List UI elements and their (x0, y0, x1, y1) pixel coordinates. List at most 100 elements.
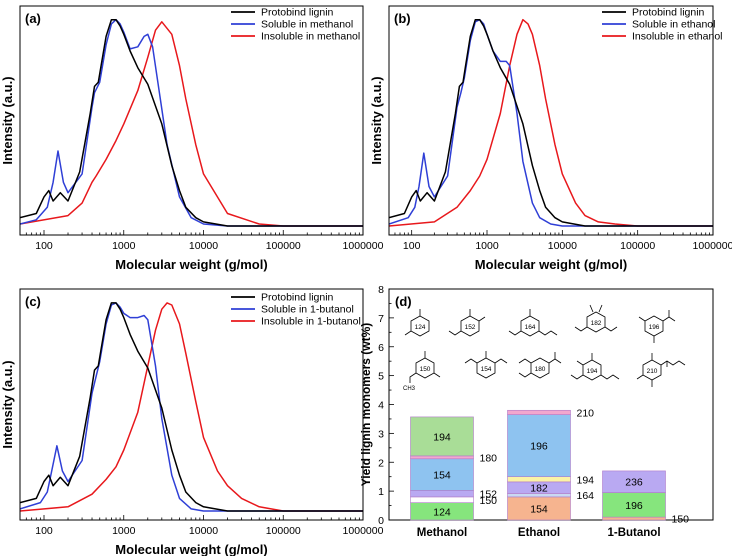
stack-segment-150 (410, 496, 474, 503)
legend-label: Insoluble in methanol (261, 31, 360, 43)
legend-label: Protobind lignin (632, 7, 705, 19)
series-line-insoluble-in-methanol (20, 21, 363, 227)
legend-label: Soluble in 1-butanol (261, 304, 354, 316)
x-tick-label: 1000000 (343, 240, 384, 252)
structure-180: 180 (518, 352, 562, 379)
y-axis-label: Intensity (a.u.) (0, 76, 15, 164)
series-line-insoluble-in-ethanol (389, 18, 713, 227)
series-line-protobind-lignin (389, 18, 713, 227)
gpc-panel-1: 100 1000 10000 100000 1000000 Molecular weigh… (0, 5, 384, 272)
structure-154: 154 (464, 351, 508, 379)
y-axis-label: Intensity (a.u.) (0, 360, 15, 448)
segment-label: 196 (530, 441, 548, 453)
gpc-panel-2: 100 1000 10000 100000 1000000 Molecular weigh… (369, 5, 732, 272)
stack-segment-196 (507, 414, 571, 477)
x-tick-label: 100 (35, 525, 53, 537)
structure-196: 196 (638, 310, 676, 343)
structure-182: 182 (574, 304, 618, 333)
legend-label: Soluble in ethanol (632, 19, 715, 31)
stack-segment-210 (507, 409, 571, 415)
x-category-label: 1-Butanol (607, 527, 660, 539)
structure-label: 150 (420, 366, 431, 373)
x-tick-label: 1000 (475, 240, 499, 252)
y-tick-label: 8 (378, 284, 384, 296)
segment-label: 152 (480, 489, 498, 501)
structure-label: 182 (591, 320, 602, 327)
structure-label: 152 (465, 324, 476, 331)
structure-label: 164 (525, 324, 536, 331)
structure-label: 196 (649, 324, 660, 331)
segment-label: 154 (530, 503, 548, 515)
segment-label: 210 (577, 407, 595, 419)
legend-label: Protobind lignin (261, 292, 334, 304)
x-category-label: Ethanol (518, 527, 560, 539)
series-lines (20, 18, 363, 227)
legend-label: Protobind lignin (261, 7, 334, 19)
y-tick-label: 6 (378, 342, 384, 354)
segment-label: 236 (625, 477, 643, 489)
legend-label: Insoluble in 1-butanol (261, 316, 361, 328)
x-tick-label: 1000 (112, 525, 136, 537)
segment-label: 150 (480, 495, 498, 507)
y-tick-label: 3 (378, 428, 384, 440)
x-tick-label: 1000 (112, 240, 136, 252)
series-lines (389, 18, 713, 227)
structure-label: 154 (481, 366, 492, 373)
legend-label: Insoluble in ethanol (632, 31, 723, 43)
segment-label: 180 (480, 452, 498, 464)
y-tick-label: 7 (378, 313, 384, 325)
gpc-panel-3: 100 1000 10000 100000 1000000 Molecular weigh… (0, 288, 384, 556)
structure-150: 150 CH3 (403, 351, 441, 392)
x-category-label: Methanol (417, 527, 467, 539)
x-tick-label: 100 (35, 240, 53, 252)
x-tick-label: 10000 (548, 240, 577, 252)
x-tick-label: 100 (403, 240, 421, 252)
x-axis-label: Molecular weight (g/mol) (475, 257, 627, 272)
structure-124: 124 (404, 309, 430, 337)
stack-segment-194 (410, 416, 474, 457)
segment-label: 150 (672, 514, 690, 526)
segment-label: 164 (577, 490, 595, 502)
stack-segment-196 (602, 492, 666, 518)
x-tick-label: 1000000 (693, 240, 732, 252)
x-tick-label: 10000 (189, 240, 218, 252)
stack-segment-150 (602, 516, 666, 521)
structure-label: 210 (647, 368, 658, 375)
segment-label: 196 (625, 500, 643, 512)
stack-segment-194 (507, 476, 571, 483)
structure-194: 194 (570, 353, 620, 381)
monomer-structures: 124 152 164 182 (403, 304, 686, 392)
structure-210: 210 (636, 353, 686, 387)
methyl-label: CH3 (403, 386, 416, 392)
series-lines (20, 302, 363, 512)
panel-label: (d) (395, 294, 412, 309)
structure-label: 180 (535, 366, 546, 373)
x-tick-label: 10000 (189, 525, 218, 537)
panel-label: (b) (394, 11, 411, 26)
y-axis-label: Yield lignin monomers (wt%) (359, 323, 373, 487)
y-tick-label: 4 (378, 400, 384, 412)
x-tick-label: 1000000 (343, 525, 384, 537)
structure-label: 194 (587, 368, 598, 375)
y-tick-label: 1 (378, 486, 384, 498)
segment-label: 124 (433, 506, 451, 518)
stack-segment-236 (602, 470, 666, 493)
structure-152: 152 (448, 309, 486, 337)
x-tick-label: 100000 (266, 525, 301, 537)
series-line-protobind-lignin (20, 302, 363, 512)
bar-panel: 0 1 2 3 4 5 6 7 8 Yield lignin monomers (wt%) (d) M… (359, 284, 714, 539)
stack-segment-180 (410, 455, 474, 460)
x-axis-label: Molecular weight (g/mol) (115, 257, 267, 272)
y-tick-label: 2 (378, 457, 384, 469)
x-axis-label: Molecular weight (g/mol) (115, 542, 267, 556)
segment-label: 154 (433, 470, 451, 482)
panel-label: (c) (25, 294, 41, 309)
series-line-insoluble-in-1-butanol (20, 302, 363, 512)
series-line-protobind-lignin (20, 18, 363, 227)
x-tick-label: 100000 (266, 240, 301, 252)
x-tick-label: 100000 (620, 240, 655, 252)
y-tick-label: 0 (378, 515, 384, 527)
panel-label: (a) (25, 11, 41, 26)
